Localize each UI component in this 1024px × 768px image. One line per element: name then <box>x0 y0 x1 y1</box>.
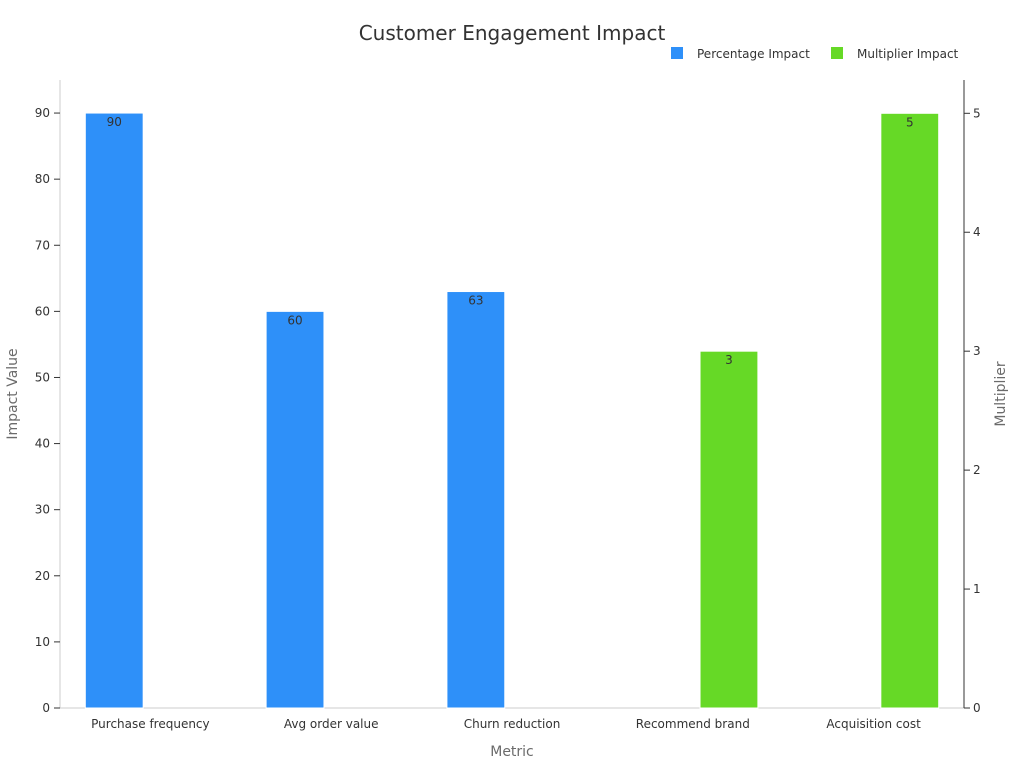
x-tick-label: Avg order value <box>284 717 379 731</box>
bars: 90 60 63 3 5 <box>84 112 940 709</box>
data-label: 3 <box>725 353 733 367</box>
legend-swatch-multiplier <box>831 47 843 59</box>
legend-label-multiplier: Multiplier Impact <box>857 47 959 61</box>
data-label: 5 <box>906 115 914 129</box>
y-tick-label: 70 <box>35 238 50 252</box>
y-tick-label: 60 <box>35 304 50 318</box>
y2-tick-label: 0 <box>973 701 981 715</box>
y2-tick-label: 2 <box>973 463 981 477</box>
bar-percentage-impact <box>446 291 506 709</box>
x-tick-label: Recommend brand <box>636 717 750 731</box>
y-tick-label: 80 <box>35 172 50 186</box>
y2-tick-label: 4 <box>973 225 981 239</box>
bar-multiplier-impact <box>880 112 940 709</box>
data-label: 90 <box>107 115 122 129</box>
data-label: 63 <box>468 294 483 308</box>
y2-tick-label: 3 <box>973 344 981 358</box>
y-tick-label: 30 <box>35 503 50 517</box>
chart-title: Customer Engagement Impact <box>359 21 666 45</box>
y-axis-right-title: Multiplier <box>993 361 1009 427</box>
x-tick-label: Acquisition cost <box>826 717 921 731</box>
x-tick-label: Churn reduction <box>464 717 561 731</box>
bar-multiplier-impact <box>699 350 759 709</box>
y-tick-label: 90 <box>35 106 50 120</box>
legend-swatch-percentage <box>671 47 683 59</box>
y-tick-label: 0 <box>42 701 50 715</box>
legend: Percentage Impact Multiplier Impact <box>671 47 959 61</box>
x-axis-title: Metric <box>490 744 534 760</box>
bar-percentage-impact <box>265 310 325 709</box>
y-axis-left-ticks: 0 10 20 30 40 50 60 70 80 90 <box>35 106 60 715</box>
y-axis-left-title: Impact Value <box>5 348 21 439</box>
y-axis-right-ticks: 0 1 2 3 4 5 <box>964 106 981 715</box>
y-tick-label: 40 <box>35 437 50 451</box>
y2-tick-label: 1 <box>973 582 981 596</box>
y2-tick-label: 5 <box>973 106 981 120</box>
bar-percentage-impact <box>84 112 144 709</box>
x-tick-label: Purchase frequency <box>91 717 210 731</box>
data-label: 60 <box>287 313 302 327</box>
x-axis-tick-labels: Purchase frequency Avg order value Churn r… <box>91 717 921 731</box>
y-tick-label: 50 <box>35 370 50 384</box>
y-tick-label: 10 <box>35 635 50 649</box>
y-tick-label: 20 <box>35 569 50 583</box>
legend-label-percentage: Percentage Impact <box>697 47 810 61</box>
